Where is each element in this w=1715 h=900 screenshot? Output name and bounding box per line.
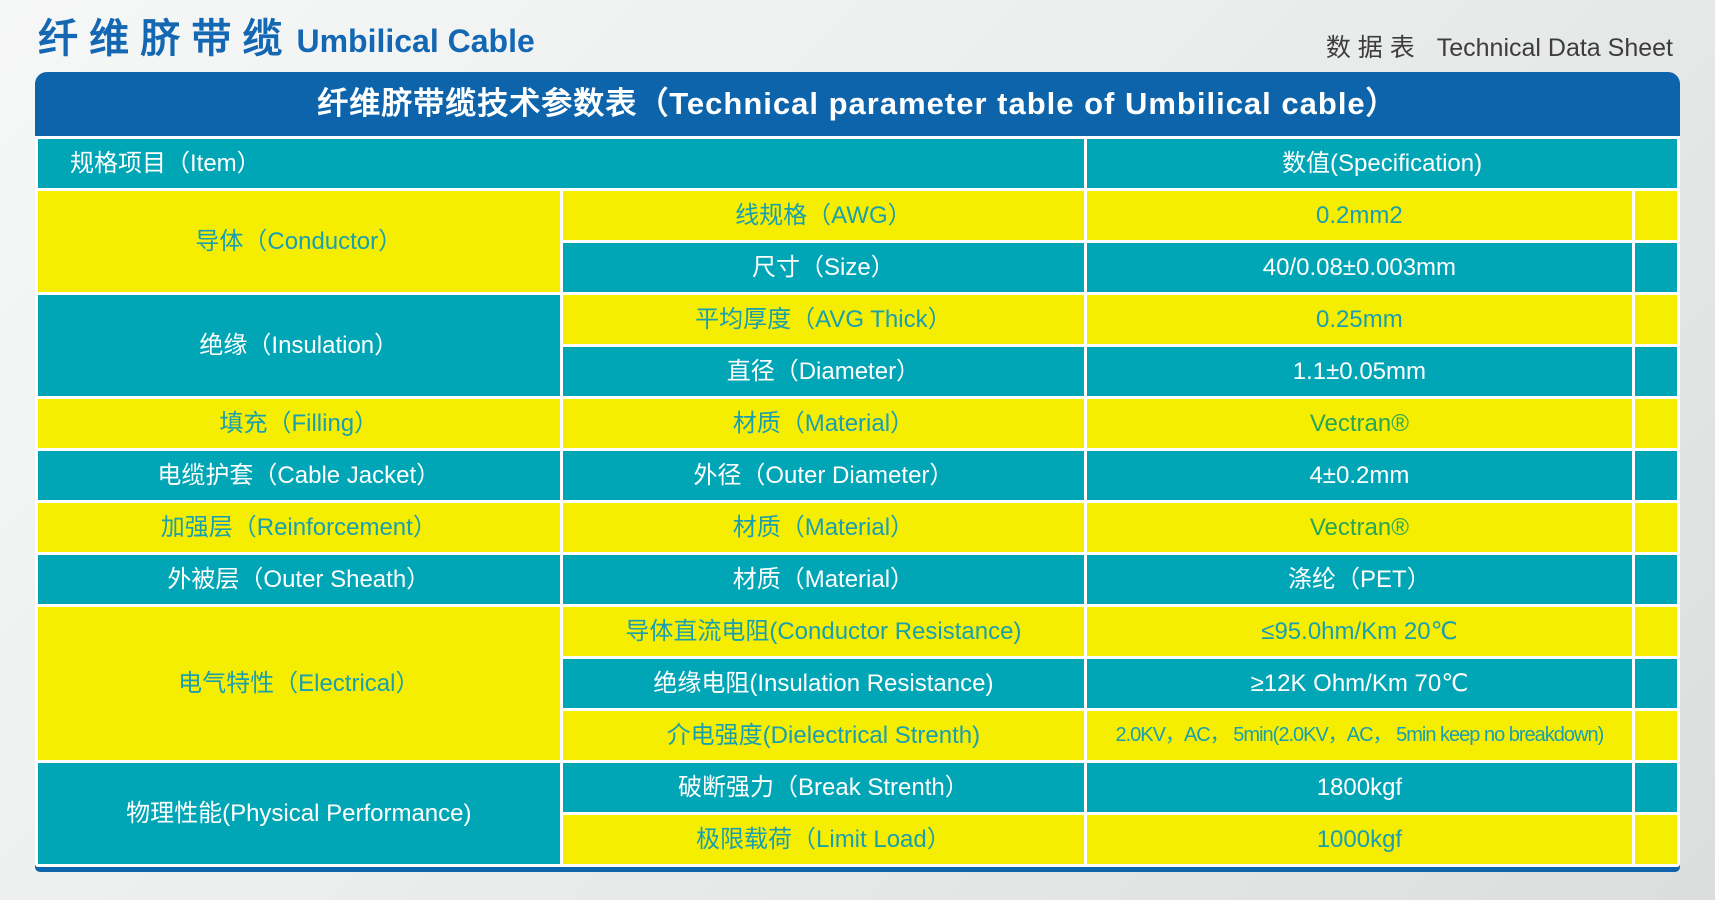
table-row: 导体（Conductor） 线规格（AWG） 0.2mm2	[38, 191, 1677, 292]
item-group-cell: 物理性能(Physical Performance)	[38, 763, 560, 864]
value-cell: 4±0.2mm	[1087, 451, 1632, 500]
table-row: 物理性能(Physical Performance) 破断强力（Break Str…	[38, 763, 1677, 864]
value-cell: 1.1±0.05mm	[1087, 347, 1632, 396]
edge-cell	[1634, 815, 1677, 864]
item-group-cell: 导体（Conductor）	[38, 191, 560, 292]
brand-title-en: Umbilical Cable	[296, 23, 535, 59]
item-label-cell: 线规格（AWG）	[562, 191, 1085, 240]
header-item-cell: 规格项目（Item）	[38, 139, 1085, 188]
header-spec-cell: 数值(Specification)	[1087, 139, 1677, 188]
item-label-cell: 导体直流电阻(Conductor Resistance)	[562, 607, 1085, 656]
item-label-cell: 平均厚度（AVG Thick）	[562, 295, 1085, 344]
spec-table: 规格项目（Item） 数值(Specification) 导体（Conductor）…	[35, 136, 1680, 867]
item-label-cell: 介电强度(Dielectrical Strenth)	[562, 711, 1085, 760]
table-row: 加强层（Reinforcement） 材质（Material） Vectran®	[38, 503, 1677, 552]
edge-cell	[1634, 555, 1677, 604]
item-label-cell: 极限载荷（Limit Load）	[562, 815, 1085, 864]
item-label-cell: 材质（Material）	[562, 503, 1085, 552]
value-cell: 涤纶（PET）	[1087, 555, 1632, 604]
item-label-cell: 外径（Outer Diameter）	[562, 451, 1085, 500]
value-cell: Vectran®	[1087, 399, 1632, 448]
table-row: 电缆护套（Cable Jacket） 外径（Outer Diameter） 4±0.…	[38, 451, 1677, 500]
table-title: 纤维脐带缆技术参数表（Technical parameter table of …	[317, 86, 1398, 121]
value-cell: 2.0KV，AC， 5min(2.0KV，AC， 5min keep no br…	[1087, 711, 1632, 760]
value-cell: 40/0.08±0.003mm	[1087, 243, 1632, 292]
edge-cell	[1634, 711, 1677, 760]
page-header: 纤 维 脐 带 缆 Umbilical Cable 数 据 表 Technica…	[0, 0, 1715, 72]
item-label-cell: 填充（Filling）	[38, 399, 560, 448]
brand-title-zh: 纤 维 脐 带 缆	[38, 17, 283, 61]
table-row: 外被层（Outer Sheath） 材质（Material） 涤纶（PET）	[38, 555, 1677, 604]
value-cell: Vectran®	[1087, 503, 1632, 552]
edge-cell	[1634, 763, 1677, 812]
value-cell: ≥12K Ohm/Km 70℃	[1087, 659, 1632, 708]
table-row: 直径（Diameter） 1.1±0.05mm	[38, 347, 1677, 396]
table-row: 介电强度(Dielectrical Strenth) 2.0KV，AC， 5min…	[38, 711, 1677, 760]
sheet-label: 数 据 表 Technical Data Sheet	[1326, 28, 1673, 64]
spec-panel: 纤维脐带缆技术参数表（Technical parameter table of …	[35, 72, 1680, 872]
brand-title: 纤 维 脐 带 缆 Umbilical Cable	[38, 6, 535, 64]
edge-cell	[1634, 607, 1677, 656]
table-row: 填充（Filling） 材质（Material） Vectran®	[38, 399, 1677, 448]
item-label-cell: 尺寸（Size）	[562, 243, 1085, 292]
value-cell: 1000kgf	[1087, 815, 1632, 864]
value-cell: 0.25mm	[1087, 295, 1632, 344]
sheet-label-en: Technical Data Sheet	[1436, 34, 1673, 62]
table-row: 绝缘（Insulation） 平均厚度（AVG Thick） 0.25mm	[38, 295, 1677, 396]
item-label-cell: 破断强力（Break Strenth）	[562, 763, 1085, 812]
edge-cell	[1634, 399, 1677, 448]
edge-cell	[1634, 191, 1677, 240]
item-label-cell: 加强层（Reinforcement）	[38, 503, 560, 552]
edge-cell	[1634, 243, 1677, 292]
table-row: 绝缘电阻(Insulation Resistance) ≥12K Ohm/Km 7…	[38, 659, 1677, 708]
table-header-row: 规格项目（Item） 数值(Specification)	[38, 139, 1677, 188]
item-label-cell: 直径（Diameter）	[562, 347, 1085, 396]
edge-cell	[1634, 347, 1677, 396]
sheet-label-zh: 数 据 表	[1325, 34, 1415, 62]
item-label-cell: 外被层（Outer Sheath）	[38, 555, 560, 604]
value-cell: 0.2mm2	[1087, 191, 1632, 240]
item-label-cell: 材质（Material）	[562, 399, 1085, 448]
value-cell: 1800kgf	[1087, 763, 1632, 812]
table-row: 极限载荷（Limit Load） 1000kgf	[38, 815, 1677, 864]
item-group-cell: 电气特性（Electrical）	[38, 607, 560, 760]
item-label-cell: 材质（Material）	[562, 555, 1085, 604]
edge-cell	[1634, 295, 1677, 344]
table-row: 尺寸（Size） 40/0.08±0.003mm	[38, 243, 1677, 292]
value-cell: ≤95.0hm/Km 20℃	[1087, 607, 1632, 656]
item-label-cell: 绝缘电阻(Insulation Resistance)	[562, 659, 1085, 708]
edge-cell	[1634, 451, 1677, 500]
edge-cell	[1634, 503, 1677, 552]
edge-cell	[1634, 659, 1677, 708]
item-group-cell: 绝缘（Insulation）	[38, 295, 560, 396]
table-wrap: 规格项目（Item） 数值(Specification) 导体（Conductor）…	[35, 136, 1680, 867]
item-label-cell: 电缆护套（Cable Jacket）	[38, 451, 560, 500]
table-row: 电气特性（Electrical） 导体直流电阻(Conductor Resista…	[38, 607, 1677, 760]
